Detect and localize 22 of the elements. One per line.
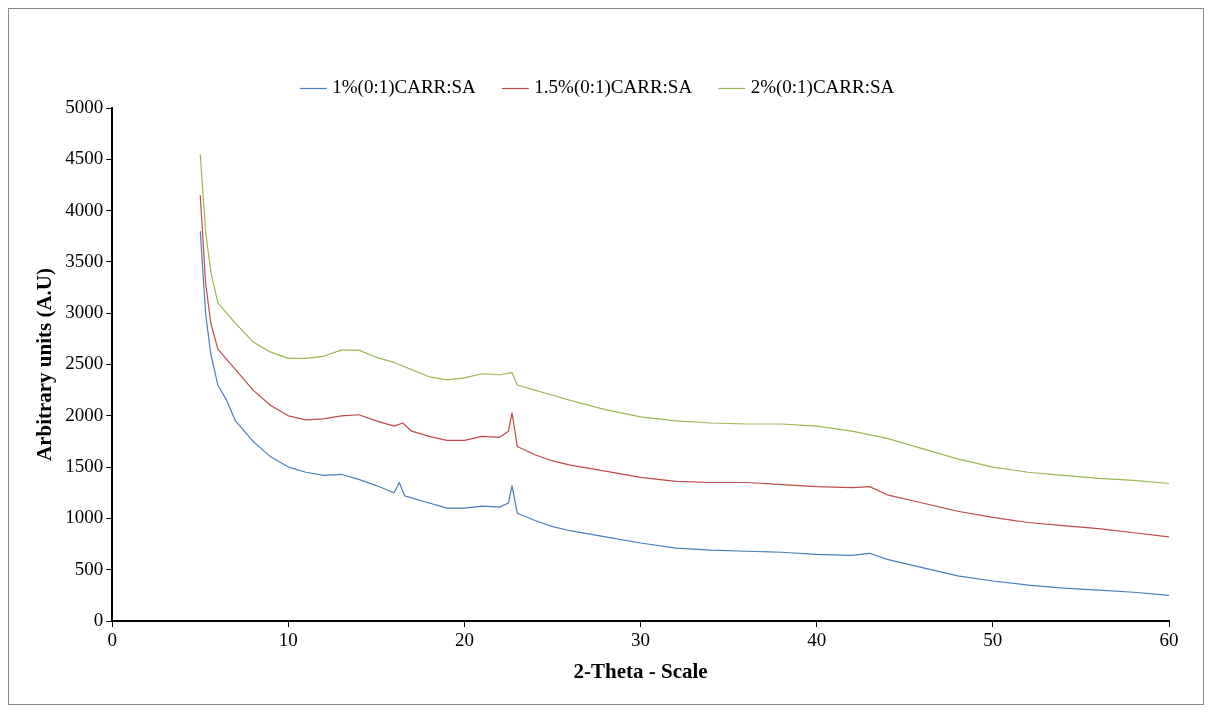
legend-label: 1%(0:1)CARR:SA xyxy=(332,76,477,99)
legend-label: 1.5%(0:1)CARR:SA xyxy=(534,76,693,99)
x-tick-label: 20 xyxy=(454,629,474,651)
y-tick-label: 1000 xyxy=(65,506,104,528)
y-tick-label: 3000 xyxy=(65,301,104,323)
y-tick-label: 5000 xyxy=(65,95,104,117)
legend-label: 2%(0:1)CARR:SA xyxy=(750,76,895,99)
y-tick-label: 1500 xyxy=(65,455,104,477)
y-tick-label: 4500 xyxy=(65,147,104,169)
y-tick-label: 500 xyxy=(74,557,104,579)
x-tick-label: 30 xyxy=(631,629,651,651)
y-tick-label: 2000 xyxy=(65,403,104,425)
y-tick-label: 0 xyxy=(93,608,104,630)
x-tick-label: 10 xyxy=(278,629,298,651)
x-tick-label: 50 xyxy=(983,629,1003,651)
y-tick-label: 3500 xyxy=(65,249,104,271)
y-axis-title: Arbitrary units (A.U) xyxy=(32,267,57,462)
y-tick-label: 2500 xyxy=(65,352,104,374)
y-tick-label: 4000 xyxy=(65,198,104,220)
x-axis-title: 2-Theta - Scale xyxy=(573,658,708,683)
x-tick-label: 60 xyxy=(1159,629,1179,651)
x-tick-label: 40 xyxy=(807,629,827,651)
